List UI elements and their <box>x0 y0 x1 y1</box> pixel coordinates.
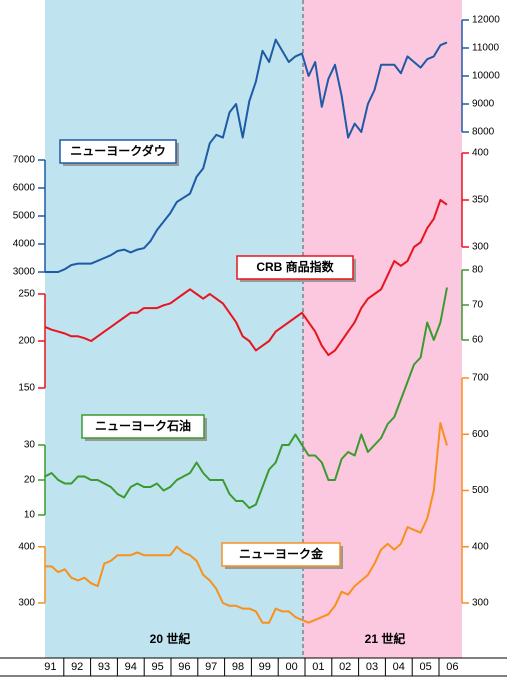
tick-label: 10000 <box>472 71 500 82</box>
x-tick-label: 98 <box>232 661 244 673</box>
tick-label: 400 <box>472 148 489 159</box>
series-label: ニューヨークダウ <box>70 143 166 158</box>
x-tick-label: 92 <box>71 661 83 673</box>
x-tick-label: 02 <box>339 661 351 673</box>
tick-label: 300 <box>472 598 489 609</box>
tick-label: 300 <box>18 598 35 609</box>
tick-label: 60 <box>472 335 484 346</box>
x-tick-label: 95 <box>151 661 163 673</box>
era-label: 20 世紀 <box>150 631 191 646</box>
tick-label: 500 <box>472 485 489 496</box>
tick-label: 250 <box>18 289 35 300</box>
label-box <box>59 139 177 164</box>
x-tick-label: 01 <box>312 661 324 673</box>
x-tick-label: 03 <box>366 661 378 673</box>
tick-label: 10 <box>24 510 36 521</box>
tick-label: 9000 <box>472 99 495 110</box>
tick-label: 200 <box>18 336 35 347</box>
tick-label: 6000 <box>13 183 36 194</box>
series-label: ニューヨーク石油 <box>95 418 191 433</box>
tick-label: 4000 <box>13 239 36 250</box>
series-line <box>44 287 448 509</box>
x-tick-label: 99 <box>259 661 271 673</box>
tick-label: 30 <box>24 440 36 451</box>
tick-label: 3000 <box>13 267 36 278</box>
tick-label: 300 <box>472 242 489 253</box>
series-label: CRB 商品指数 <box>256 259 334 274</box>
tick-label: 400 <box>18 541 35 552</box>
x-tick-label: 04 <box>393 661 405 673</box>
x-tick-label: 91 <box>44 661 56 673</box>
era-label: 21 世紀 <box>365 631 406 646</box>
series-line <box>45 422 448 624</box>
tick-label: 7000 <box>13 155 36 166</box>
x-tick-label: 96 <box>178 661 190 673</box>
tick-label: 700 <box>472 373 489 384</box>
tick-label: 400 <box>472 541 489 552</box>
tick-label: 20 <box>24 475 36 486</box>
tick-label: 350 <box>472 195 489 206</box>
x-tick-label: 00 <box>285 661 297 673</box>
tick-label: 11000 <box>472 43 500 54</box>
tick-label: 12000 <box>472 15 500 26</box>
tick-label: 600 <box>472 429 489 440</box>
series-line <box>44 199 448 357</box>
tick-label: 70 <box>472 300 484 311</box>
series-label: ニューヨーク金 <box>239 546 324 561</box>
x-tick-label: 94 <box>125 661 137 673</box>
x-tick-label: 97 <box>205 661 217 673</box>
x-tick-label: 93 <box>98 661 110 673</box>
x-tick-label: 06 <box>446 661 458 673</box>
tick-label: 80 <box>472 265 484 276</box>
label-box <box>221 542 341 567</box>
x-tick-label: 05 <box>419 661 431 673</box>
series-line <box>45 38 448 273</box>
tick-label: 150 <box>18 383 35 394</box>
label-box <box>236 255 354 280</box>
tick-label: 5000 <box>13 211 36 222</box>
tick-label: 8000 <box>472 127 495 138</box>
label-box <box>81 414 205 439</box>
